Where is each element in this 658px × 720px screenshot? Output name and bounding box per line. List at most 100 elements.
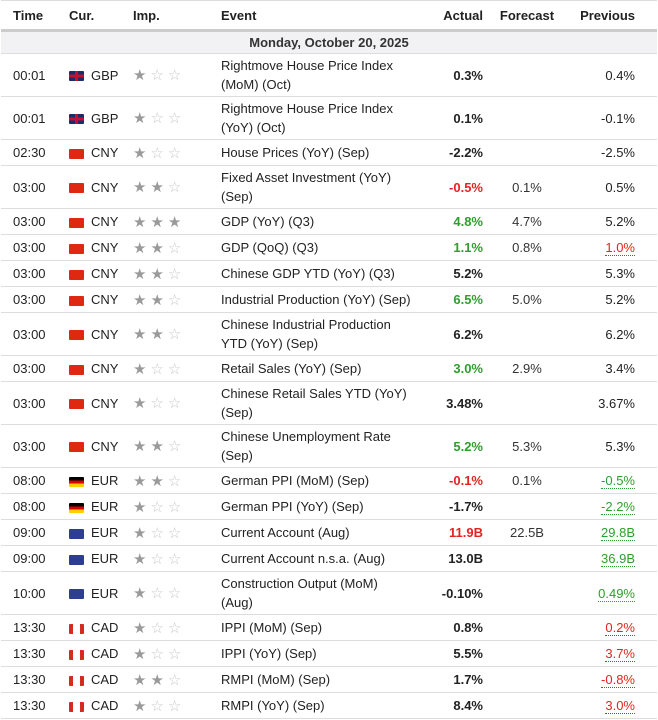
table-row[interactable]: 03:00 CNY ★ ★ ☆ Chinese Industrial Product… bbox=[1, 312, 657, 356]
event-name[interactable]: Rightmove House Price Index (MoM) (Oct) bbox=[221, 53, 417, 97]
star-empty-icon: ☆ bbox=[150, 144, 164, 162]
forecast-value bbox=[483, 96, 571, 140]
star-empty-icon: ☆ bbox=[167, 671, 182, 689]
forecast-value bbox=[483, 381, 571, 425]
event-name[interactable]: German PPI (MoM) (Sep) bbox=[221, 467, 417, 494]
star-filled-icon: ★ bbox=[150, 438, 164, 455]
star-empty-icon: ☆ bbox=[167, 697, 182, 715]
actual-value: -0.5% bbox=[417, 165, 483, 209]
previous-value-text: 0.2% bbox=[605, 620, 635, 636]
table-row[interactable]: 13:30 CAD ★ ☆ ☆ RMPI (YoY) (Sep) 8.4% 3.0% bbox=[1, 692, 657, 719]
flag-icon bbox=[69, 399, 84, 410]
event-name[interactable]: Industrial Production (YoY) (Sep) bbox=[221, 286, 417, 313]
event-name[interactable]: Chinese Industrial Production YTD (YoY) … bbox=[221, 312, 417, 356]
currency: EUR bbox=[69, 545, 133, 572]
importance: ★ ★ ☆ bbox=[133, 666, 221, 693]
previous-value-text: 3.67% bbox=[598, 395, 635, 411]
forecast-value bbox=[483, 666, 571, 693]
table-row[interactable]: 13:30 CAD ★ ★ ☆ RMPI (MoM) (Sep) 1.7% -0.8… bbox=[1, 666, 657, 693]
previous-value: -2.2% bbox=[571, 493, 657, 520]
event-name[interactable]: GDP (YoY) (Q3) bbox=[221, 208, 417, 235]
table-row[interactable]: 08:00 EUR ★ ☆ ☆ German PPI (YoY) (Sep) -1.… bbox=[1, 493, 657, 520]
actual-value: 1.1% bbox=[417, 234, 483, 261]
table-row[interactable]: 09:00 EUR ★ ☆ ☆ Current Account (Aug) 11.9… bbox=[1, 519, 657, 546]
header-forecast[interactable]: Forecast bbox=[483, 0, 571, 32]
importance: ★ ☆ ☆ bbox=[133, 96, 221, 140]
importance: ★ ☆ ☆ bbox=[133, 640, 221, 667]
table-row[interactable]: 13:30 CAD ★ ☆ ☆ IPPI (MoM) (Sep) 0.8% 0.2% bbox=[1, 614, 657, 641]
table-row[interactable]: 03:00 CNY ★ ★ ☆ Chinese GDP YTD (YoY) (Q3)… bbox=[1, 260, 657, 287]
event-name[interactable]: IPPI (YoY) (Sep) bbox=[221, 640, 417, 667]
currency-code: CAD bbox=[91, 698, 119, 713]
currency-code: CAD bbox=[91, 646, 119, 661]
forecast-value bbox=[483, 640, 571, 667]
event-name[interactable]: Chinese GDP YTD (YoY) (Q3) bbox=[221, 260, 417, 287]
table-row[interactable]: 00:01 GBP ★ ☆ ☆ Rightmove House Price Inde… bbox=[1, 53, 657, 97]
table-row[interactable]: 03:00 CNY ★ ★ ☆ Industrial Production (YoY… bbox=[1, 286, 657, 313]
flag-icon bbox=[69, 71, 84, 82]
header-previous[interactable]: Previous bbox=[571, 0, 657, 32]
star-empty-icon: ☆ bbox=[167, 585, 182, 602]
table-row[interactable]: 03:00 CNY ★ ★ ☆ Chinese Unemployment Rate … bbox=[1, 424, 657, 468]
table-row[interactable]: 10:00 EUR ★ ☆ ☆ Construction Output (MoM) … bbox=[1, 571, 657, 615]
table-row[interactable]: 08:00 EUR ★ ★ ☆ German PPI (MoM) (Sep) -0.… bbox=[1, 467, 657, 494]
star-empty-icon: ☆ bbox=[167, 144, 182, 162]
event-time: 09:00 bbox=[1, 545, 69, 572]
event-name[interactable]: Chinese Retail Sales YTD (YoY) (Sep) bbox=[221, 381, 417, 425]
table-row[interactable]: 02:30 CNY ★ ☆ ☆ House Prices (YoY) (Sep) -… bbox=[1, 139, 657, 166]
currency: CNY bbox=[69, 312, 133, 356]
header-actual[interactable]: Actual bbox=[417, 0, 483, 32]
star-empty-icon: ☆ bbox=[150, 67, 164, 84]
event-name[interactable]: RMPI (YoY) (Sep) bbox=[221, 692, 417, 719]
star-filled-icon: ★ bbox=[150, 239, 164, 257]
star-empty-icon: ☆ bbox=[150, 697, 164, 715]
previous-value-text: -2.2% bbox=[601, 499, 635, 515]
previous-value: 3.67% bbox=[571, 381, 657, 425]
previous-value-text: 36.9B bbox=[601, 551, 635, 567]
event-time: 13:30 bbox=[1, 640, 69, 667]
event-name[interactable]: Chinese Unemployment Rate (Sep) bbox=[221, 424, 417, 468]
event-name[interactable]: Rightmove House Price Index (YoY) (Oct) bbox=[221, 96, 417, 140]
table-row[interactable]: 03:00 CNY ★ ★ ☆ Fixed Asset Investment (Yo… bbox=[1, 165, 657, 209]
header-time[interactable]: Time bbox=[1, 0, 69, 32]
event-name[interactable]: Retail Sales (YoY) (Sep) bbox=[221, 355, 417, 382]
header-currency[interactable]: Cur. bbox=[69, 0, 133, 32]
importance: ★ ☆ ☆ bbox=[133, 53, 221, 97]
table-row[interactable]: 03:00 CNY ★ ★ ★ GDP (YoY) (Q3) 4.8% 4.7% 5… bbox=[1, 208, 657, 235]
star-empty-icon: ☆ bbox=[150, 360, 164, 378]
importance: ★ ★ ★ bbox=[133, 208, 221, 235]
importance: ★ ★ ☆ bbox=[133, 165, 221, 209]
actual-value: 6.5% bbox=[417, 286, 483, 313]
event-time: 00:01 bbox=[1, 96, 69, 140]
event-name[interactable]: GDP (QoQ) (Q3) bbox=[221, 234, 417, 261]
previous-value-text: 3.0% bbox=[605, 698, 635, 714]
event-name[interactable]: RMPI (MoM) (Sep) bbox=[221, 666, 417, 693]
actual-value: 8.4% bbox=[417, 692, 483, 719]
table-row[interactable]: 09:00 EUR ★ ☆ ☆ Current Account n.s.a. (Au… bbox=[1, 545, 657, 572]
event-time: 13:30 bbox=[1, 666, 69, 693]
event-name[interactable]: Fixed Asset Investment (YoY) (Sep) bbox=[221, 165, 417, 209]
event-name[interactable]: House Prices (YoY) (Sep) bbox=[221, 139, 417, 166]
currency: CNY bbox=[69, 381, 133, 425]
table-row[interactable]: 00:01 GBP ★ ☆ ☆ Rightmove House Price Inde… bbox=[1, 96, 657, 140]
event-time: 03:00 bbox=[1, 312, 69, 356]
forecast-value: 0.1% bbox=[483, 467, 571, 494]
event-name[interactable]: Current Account n.s.a. (Aug) bbox=[221, 545, 417, 572]
star-filled-icon: ★ bbox=[133, 472, 147, 490]
currency-code: EUR bbox=[91, 585, 119, 601]
forecast-value bbox=[483, 139, 571, 166]
table-row[interactable]: 03:00 CNY ★ ☆ ☆ Retail Sales (YoY) (Sep) 3… bbox=[1, 355, 657, 382]
table-row[interactable]: 13:30 CAD ★ ☆ ☆ IPPI (YoY) (Sep) 5.5% 3.7% bbox=[1, 640, 657, 667]
event-name[interactable]: Construction Output (MoM) (Aug) bbox=[221, 571, 417, 615]
previous-value: 36.9B bbox=[571, 545, 657, 572]
header-event[interactable]: Event bbox=[221, 0, 417, 32]
event-name[interactable]: IPPI (MoM) (Sep) bbox=[221, 614, 417, 641]
header-importance[interactable]: Imp. bbox=[133, 0, 221, 32]
event-name[interactable]: Current Account (Aug) bbox=[221, 519, 417, 546]
event-name[interactable]: German PPI (YoY) (Sep) bbox=[221, 493, 417, 520]
table-row[interactable]: 03:00 CNY ★ ☆ ☆ Chinese Retail Sales YTD (… bbox=[1, 381, 657, 425]
flag-icon bbox=[69, 589, 84, 600]
previous-value-text: 0.49% bbox=[598, 585, 635, 602]
table-row[interactable]: 03:00 CNY ★ ★ ☆ GDP (QoQ) (Q3) 1.1% 0.8% 1… bbox=[1, 234, 657, 261]
